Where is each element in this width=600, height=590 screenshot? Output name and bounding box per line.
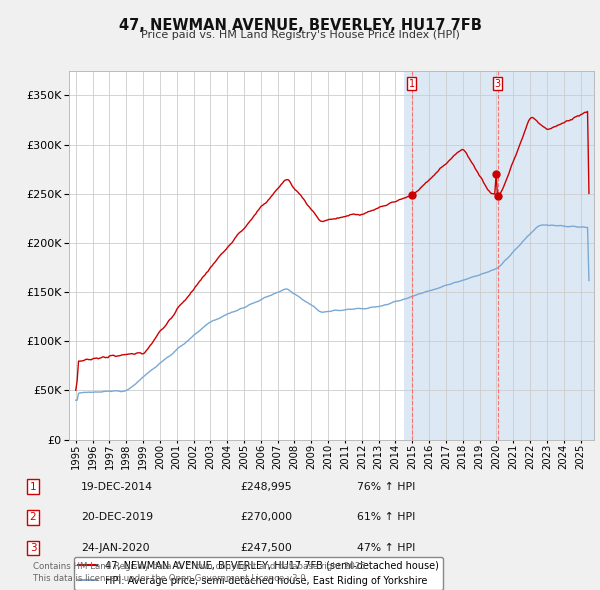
Text: 1: 1 [409, 78, 415, 88]
Text: 3: 3 [29, 543, 37, 553]
Text: 47% ↑ HPI: 47% ↑ HPI [357, 543, 415, 553]
Text: 20-DEC-2019: 20-DEC-2019 [81, 513, 153, 522]
Text: Contains HM Land Registry data © Crown copyright and database right 2025.
This d: Contains HM Land Registry data © Crown c… [33, 562, 368, 583]
Legend: 47, NEWMAN AVENUE, BEVERLEY, HU17 7FB (semi-detached house), HPI: Average price,: 47, NEWMAN AVENUE, BEVERLEY, HU17 7FB (s… [74, 557, 443, 589]
Text: 2: 2 [29, 513, 37, 522]
Text: 61% ↑ HPI: 61% ↑ HPI [357, 513, 415, 522]
Bar [404, 71, 594, 440]
Text: £247,500: £247,500 [240, 543, 292, 553]
Text: 3: 3 [494, 78, 500, 88]
Text: 19-DEC-2014: 19-DEC-2014 [81, 482, 153, 491]
Text: 47, NEWMAN AVENUE, BEVERLEY, HU17 7FB: 47, NEWMAN AVENUE, BEVERLEY, HU17 7FB [119, 18, 481, 32]
Text: £248,995: £248,995 [240, 482, 292, 491]
Text: 24-JAN-2020: 24-JAN-2020 [81, 543, 149, 553]
Text: Price paid vs. HM Land Registry's House Price Index (HPI): Price paid vs. HM Land Registry's House … [140, 30, 460, 40]
Text: £270,000: £270,000 [240, 513, 292, 522]
Text: 76% ↑ HPI: 76% ↑ HPI [357, 482, 415, 491]
Text: 1: 1 [29, 482, 37, 491]
